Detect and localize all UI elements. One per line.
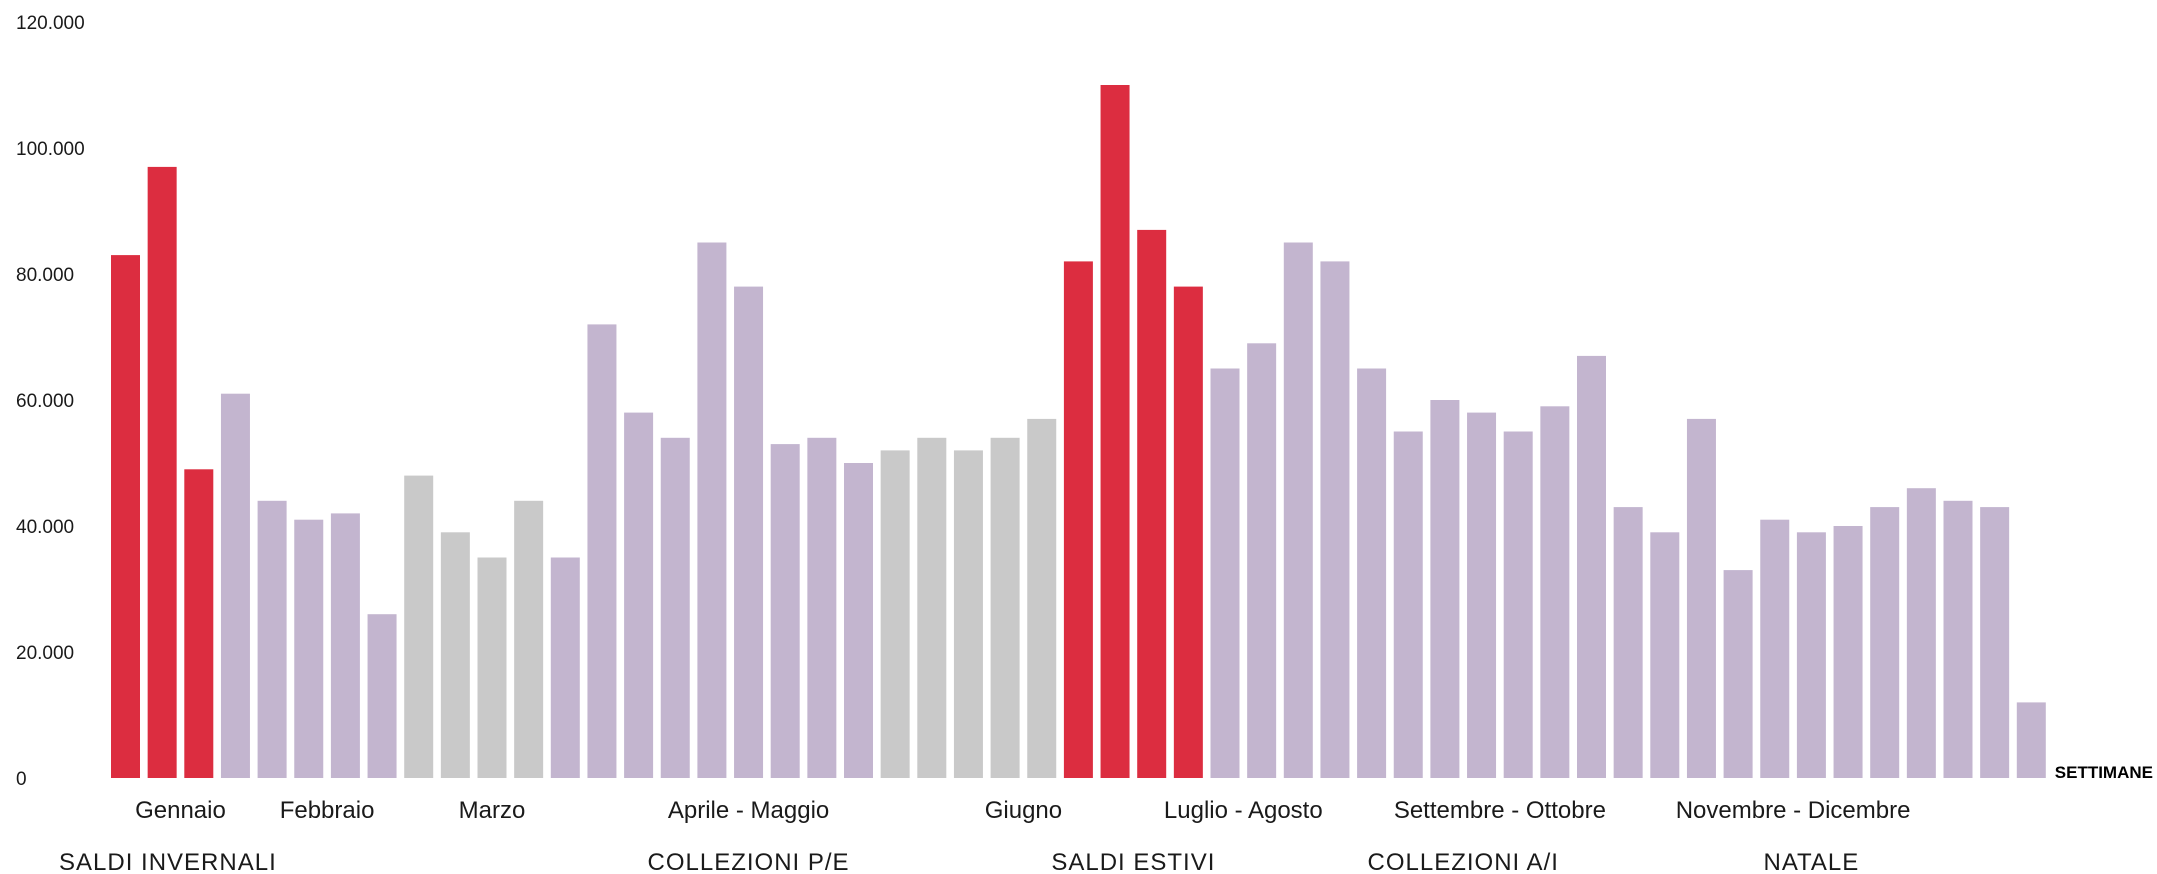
phase-labels: SALDI INVERNALI COLLEZIONI P/E SALDI ESTIV… bbox=[59, 849, 1859, 874]
bar bbox=[807, 437, 837, 778]
bar bbox=[514, 500, 544, 778]
bar bbox=[1283, 242, 1313, 778]
bar bbox=[1577, 355, 1606, 778]
bar bbox=[220, 393, 250, 778]
bar bbox=[587, 324, 617, 778]
month-label: Novembre - Dicembre bbox=[1676, 797, 1911, 824]
bar bbox=[1357, 368, 1387, 778]
bar bbox=[404, 475, 434, 778]
bar bbox=[1137, 229, 1167, 778]
bar bbox=[660, 437, 690, 778]
bar bbox=[880, 450, 910, 778]
bar bbox=[1980, 507, 2010, 778]
bar bbox=[734, 286, 764, 778]
bar bbox=[1027, 418, 1057, 778]
bar bbox=[1173, 286, 1203, 778]
bar bbox=[844, 463, 873, 778]
month-label: Febbraio bbox=[280, 797, 375, 824]
bar bbox=[2016, 702, 2046, 778]
y-tick-label: 20.000 bbox=[16, 643, 74, 664]
phase-label: SALDI INVERNALI bbox=[59, 849, 277, 874]
bar bbox=[1833, 526, 1863, 778]
bar bbox=[990, 437, 1020, 778]
y-tick-label: 120.000 bbox=[16, 13, 85, 34]
bar bbox=[294, 519, 324, 778]
month-label: Aprile - Maggio bbox=[668, 797, 829, 824]
phase-label: NATALE bbox=[1763, 849, 1859, 874]
bar bbox=[1100, 85, 1130, 778]
bar bbox=[1430, 400, 1460, 778]
y-tick-label: 100.000 bbox=[16, 139, 85, 160]
month-label: Giugno bbox=[985, 797, 1062, 824]
bar bbox=[147, 166, 177, 778]
bar bbox=[1503, 431, 1533, 778]
x-axis-label: SETTIMANE bbox=[2055, 763, 2153, 782]
bar bbox=[624, 412, 654, 778]
bar bbox=[1796, 532, 1826, 778]
bar bbox=[1943, 500, 1973, 778]
bar bbox=[1760, 519, 1790, 778]
y-tick-label: 0 bbox=[16, 769, 27, 790]
month-label: Settembre - Ottobre bbox=[1394, 797, 1606, 824]
bar bbox=[550, 557, 580, 778]
y-tick-label: 60.000 bbox=[16, 391, 74, 412]
bar bbox=[440, 532, 470, 778]
bar bbox=[1210, 368, 1240, 778]
bar bbox=[1650, 532, 1680, 778]
bar bbox=[111, 255, 140, 779]
bar bbox=[697, 242, 727, 778]
phase-label: COLLEZIONI A/I bbox=[1368, 849, 1559, 874]
y-tick-label: 80.000 bbox=[16, 265, 74, 286]
phase-label: COLLEZIONI P/E bbox=[648, 849, 850, 874]
y-tick-label: 40.000 bbox=[16, 517, 74, 538]
month-label: Gennaio bbox=[135, 797, 226, 824]
bar bbox=[917, 437, 947, 778]
bar bbox=[1540, 406, 1570, 778]
month-labels: Gennaio Febbraio Marzo Aprile - Maggio Giugn… bbox=[135, 797, 1910, 824]
bar bbox=[953, 450, 983, 778]
bar bbox=[1063, 261, 1093, 778]
bar bbox=[770, 444, 800, 778]
bar bbox=[1906, 488, 1936, 778]
month-label: Luglio - Agosto bbox=[1164, 797, 1323, 824]
bar bbox=[257, 500, 287, 778]
month-label: Marzo bbox=[459, 797, 526, 824]
bar bbox=[1467, 412, 1497, 778]
bar bbox=[1686, 418, 1716, 778]
bar bbox=[477, 557, 507, 778]
y-axis: 0 20.000 40.000 60.000 80.000 100.000 120.000 bbox=[16, 13, 85, 790]
bar bbox=[1613, 507, 1643, 778]
bar bbox=[330, 513, 360, 778]
bar bbox=[367, 614, 397, 778]
bar bbox=[1393, 431, 1423, 778]
bars bbox=[111, 85, 2046, 779]
bar bbox=[1870, 507, 1900, 778]
bar bbox=[1723, 570, 1753, 778]
phase-label: SALDI ESTIVI bbox=[1051, 849, 1215, 874]
bar bbox=[1320, 261, 1350, 778]
bar bbox=[184, 469, 214, 778]
bar bbox=[1247, 343, 1277, 778]
